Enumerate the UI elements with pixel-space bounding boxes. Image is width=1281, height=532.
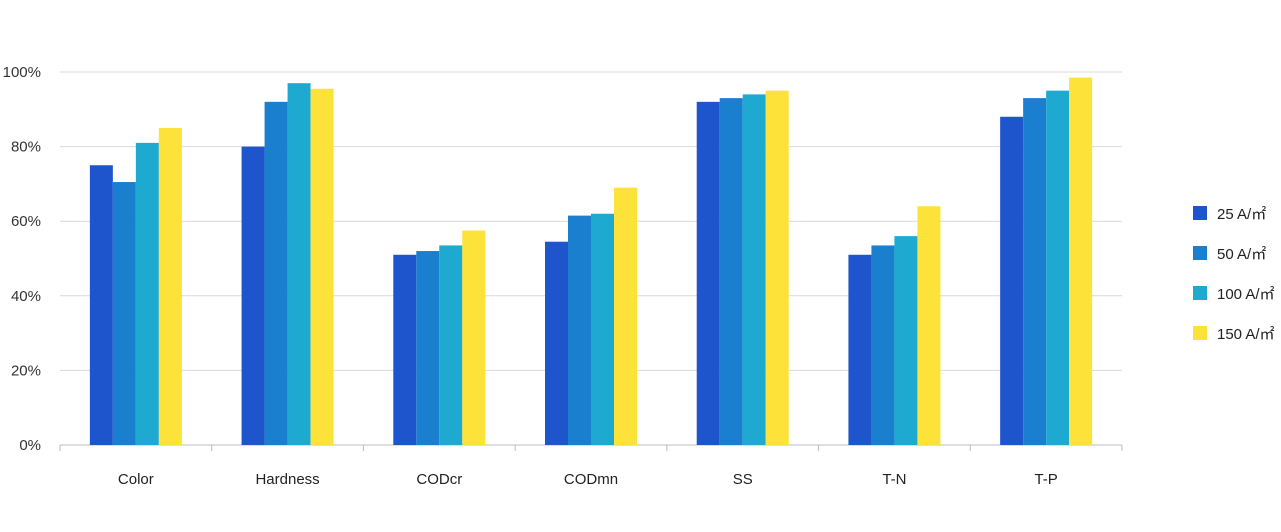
bar: [264, 101, 288, 445]
bar: [742, 94, 766, 445]
legend-swatch: [1193, 206, 1207, 220]
legend-swatch: [1193, 286, 1207, 300]
bar: [89, 165, 113, 445]
legend-label: 150 A/㎡: [1217, 326, 1275, 343]
y-tick-label: 40%: [11, 288, 41, 305]
bar: [241, 146, 265, 445]
bar: [765, 90, 789, 446]
x-tick-label: T-P: [1034, 471, 1057, 488]
y-tick-label: 0%: [19, 437, 41, 454]
bar: [439, 245, 463, 445]
x-tick-label: CODmn: [564, 471, 618, 488]
bar: [568, 215, 591, 445]
legend-swatch: [1193, 326, 1207, 340]
legend-swatch: [1193, 246, 1207, 260]
bar: [871, 245, 895, 445]
legend-label: 50 A/㎡: [1217, 246, 1266, 263]
bar: [1023, 98, 1047, 446]
legend-label: 100 A/㎡: [1217, 286, 1275, 303]
bars: [89, 77, 1093, 446]
y-tick-label: 100%: [3, 64, 41, 81]
bar: [591, 213, 614, 445]
bar: [135, 142, 159, 445]
bar: [462, 230, 486, 445]
legend: 25 A/㎡ 50 A/㎡ 100 A/㎡ 150 A/㎡: [1193, 206, 1275, 343]
legend-label: 25 A/㎡: [1217, 206, 1266, 223]
bar: [112, 182, 136, 445]
bar: [1000, 116, 1024, 445]
x-tick-label: T-N: [882, 471, 906, 488]
x-tick-label: SS: [733, 471, 753, 488]
y-tick-label: 60%: [11, 213, 41, 230]
bar: [848, 254, 872, 445]
bar: [545, 241, 568, 445]
y-tick-label: 20%: [11, 362, 41, 379]
bar: [1046, 90, 1070, 446]
x-tick-label: CODcr: [416, 471, 462, 488]
bar: [719, 98, 743, 446]
bar: [287, 83, 311, 445]
bar: [158, 127, 182, 445]
bar: [917, 206, 941, 445]
y-tick-label: 80%: [11, 139, 41, 156]
y-axis: 0% 20% 40% 60% 80% 100%: [3, 64, 41, 454]
bar: [416, 251, 440, 445]
bar: [310, 88, 334, 445]
bar: [1069, 77, 1093, 445]
x-axis: Color Hardness CODcr CODmn SS T-N T-P: [59, 445, 1123, 488]
bar: [614, 187, 637, 445]
bar: [696, 101, 720, 445]
x-tick-label: Color: [118, 471, 154, 488]
bar: [393, 254, 417, 445]
x-tick-label: Hardness: [255, 471, 319, 488]
bar: [894, 236, 918, 445]
